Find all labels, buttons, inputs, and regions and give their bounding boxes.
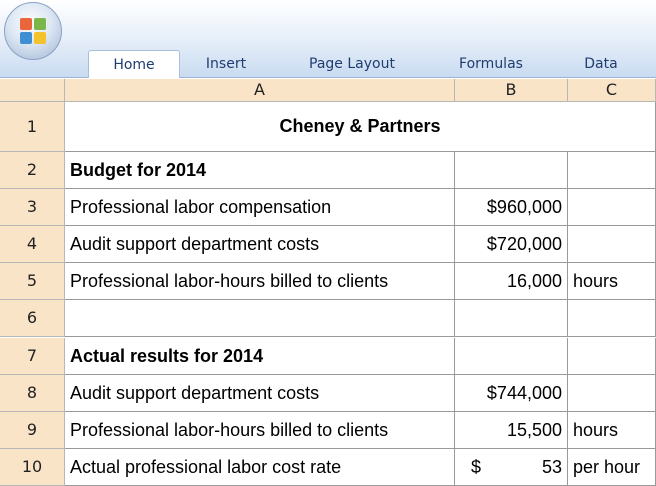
cell[interactable]: Professional labor-hours billed to clien…: [65, 411, 455, 449]
row-header[interactable]: 5: [0, 263, 65, 301]
cell[interactable]: $720,000: [455, 226, 568, 264]
cell[interactable]: [568, 226, 656, 264]
column-header[interactable]: A: [65, 79, 455, 102]
office-button[interactable]: [4, 2, 62, 60]
cell[interactable]: Audit support department costs: [65, 374, 455, 412]
cell[interactable]: [455, 152, 568, 190]
ribbon-tab[interactable]: Data: [584, 56, 618, 72]
row-header[interactable]: 10: [0, 448, 65, 486]
cell[interactable]: Audit support department costs: [65, 226, 455, 264]
cell[interactable]: hours: [568, 411, 656, 449]
ribbon-tab[interactable]: Formulas: [459, 56, 523, 72]
ribbon-tab[interactable]: Insert: [205, 56, 247, 72]
cell[interactable]: [568, 189, 656, 227]
cell[interactable]: $960,000: [455, 189, 568, 227]
cell[interactable]: 16,000: [455, 263, 568, 301]
cell[interactable]: [568, 300, 656, 338]
cell[interactable]: [568, 152, 656, 190]
row-header[interactable]: 7: [0, 337, 65, 375]
row-header[interactable]: 9: [0, 411, 65, 449]
cell[interactable]: [568, 337, 656, 375]
row-header[interactable]: 2: [0, 152, 65, 190]
cell[interactable]: Budget for 2014: [65, 152, 455, 190]
cell[interactable]: [65, 300, 455, 338]
cell[interactable]: Actual professional labor cost rate: [65, 448, 455, 486]
cell[interactable]: [455, 300, 568, 338]
row-header[interactable]: 3: [0, 189, 65, 227]
office-logo: [20, 18, 46, 44]
row-header[interactable]: 6: [0, 300, 65, 338]
ribbon-tab[interactable]: Home: [88, 50, 180, 78]
column-header[interactable]: B: [455, 79, 568, 102]
row-header[interactable]: 1: [0, 102, 65, 152]
row-header[interactable]: 8: [0, 374, 65, 412]
row-header[interactable]: 4: [0, 226, 65, 264]
ribbon-tab[interactable]: Page Layout: [309, 56, 395, 72]
currency-symbol: $: [471, 456, 482, 477]
column-header[interactable]: C: [568, 79, 656, 102]
cell[interactable]: Professional labor-hours billed to clien…: [65, 263, 455, 301]
cell[interactable]: [455, 337, 568, 375]
cell[interactable]: [568, 374, 656, 412]
corner-header: [0, 79, 65, 102]
cell[interactable]: per hour: [568, 448, 656, 486]
cell[interactable]: 15,500: [455, 411, 568, 449]
cell[interactable]: Professional labor compensation: [65, 189, 455, 227]
cell[interactable]: Actual results for 2014: [65, 337, 455, 375]
cell[interactable]: hours: [568, 263, 656, 301]
cell[interactable]: Cheney & Partners: [65, 102, 656, 152]
cell[interactable]: $744,000: [455, 374, 568, 412]
cell[interactable]: 53: [455, 448, 568, 486]
